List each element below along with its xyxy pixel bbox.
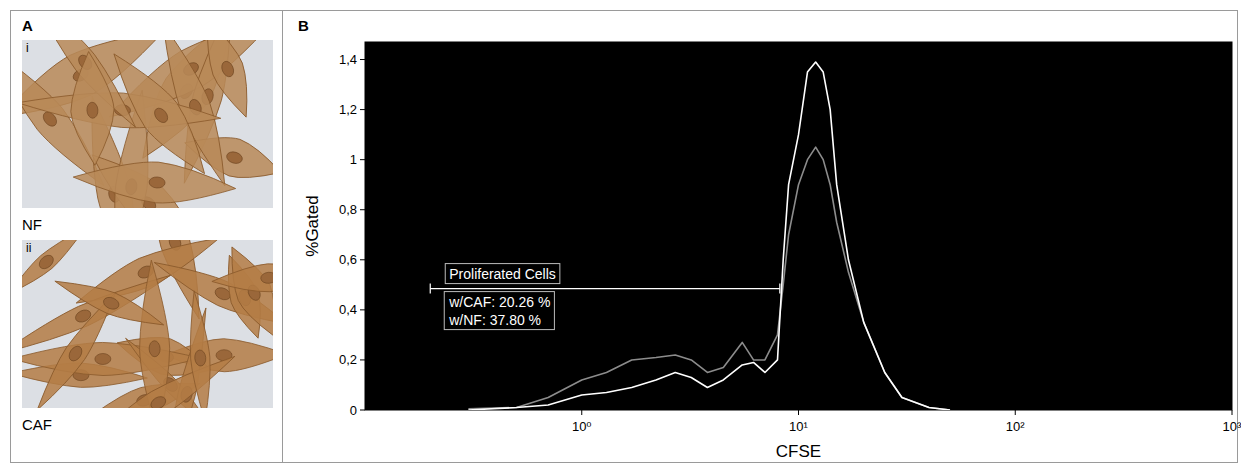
cell xyxy=(211,259,273,297)
cell-body xyxy=(67,50,118,166)
image-caption: CAF xyxy=(22,416,52,433)
cell-nucleus xyxy=(149,341,161,357)
y-tick xyxy=(360,159,365,160)
cell xyxy=(22,240,91,301)
gate: Proliferated Cells w/CAF: 20.26 % w/NF: 37… xyxy=(430,264,780,330)
cell xyxy=(67,50,118,166)
panel-divider xyxy=(282,10,283,463)
y-tick-label: 0,6 xyxy=(339,252,357,267)
micrograph xyxy=(22,240,273,408)
cell-body xyxy=(72,157,237,208)
image-caption: NF xyxy=(22,216,42,233)
y-tick-label: 1,4 xyxy=(339,52,357,67)
y-tick-label: 0,4 xyxy=(339,302,357,317)
x-tick-label: 10³ xyxy=(1223,419,1241,434)
cell xyxy=(185,290,216,408)
cell xyxy=(51,271,168,334)
y-tick xyxy=(360,259,365,260)
y-tick xyxy=(360,59,365,60)
gate-stat: w/NF: 37.80 % xyxy=(448,312,541,328)
x-tick xyxy=(1232,410,1233,415)
cell xyxy=(98,42,221,185)
y-tick xyxy=(360,309,365,310)
cell-body xyxy=(29,286,125,408)
cell-nucleus xyxy=(86,102,98,119)
cell-nucleus xyxy=(220,60,236,79)
y-tick-label: 1,2 xyxy=(339,102,357,117)
cell-body xyxy=(51,271,168,334)
x-tick-label: 10² xyxy=(1006,419,1025,434)
gate-end xyxy=(779,284,780,294)
y-tick-label: 1 xyxy=(350,152,357,167)
cell xyxy=(72,157,237,208)
cell-body xyxy=(211,259,273,297)
x-tick-label: 10⁰ xyxy=(572,419,592,434)
gate-end xyxy=(430,284,431,294)
x-tick xyxy=(798,410,799,415)
cell xyxy=(22,342,201,377)
cell-nucleus xyxy=(67,344,85,363)
figure: Ai NF ii CAF B 0 0,2 0,4 0,6 0,8 1 1,2 1,4 10⁰ 10¹ 10² 1… xyxy=(0,0,1241,466)
cell-nucleus xyxy=(149,394,168,408)
cell xyxy=(80,345,242,408)
panel-letter: A xyxy=(22,17,33,34)
gate-stat: w/CAF: 20.26 % xyxy=(448,294,550,310)
cell-nucleus xyxy=(152,106,170,125)
cell-nucleus xyxy=(260,272,273,284)
x-tick xyxy=(1015,410,1016,415)
cell-nucleus xyxy=(95,353,111,364)
gate-label: Proliferated Cells xyxy=(449,266,556,282)
cell-nucleus xyxy=(149,176,166,188)
cell xyxy=(29,286,125,408)
gate-line xyxy=(430,288,780,289)
cell-nucleus xyxy=(225,150,243,165)
gate-label-box xyxy=(445,264,560,284)
y-tick xyxy=(360,109,365,110)
histogram-line xyxy=(468,62,950,410)
y-tick xyxy=(360,359,365,360)
cell-nucleus xyxy=(102,295,121,311)
micrograph xyxy=(22,40,273,208)
x-tick xyxy=(581,410,582,415)
cell-body xyxy=(22,342,201,377)
y-tick-label: 0,8 xyxy=(339,202,357,217)
cell-body xyxy=(22,240,91,301)
cell-nucleus xyxy=(37,253,56,272)
y-tick-label: 0,2 xyxy=(339,352,357,367)
cell-body xyxy=(98,42,221,185)
image-label: i xyxy=(26,41,29,55)
cell-body xyxy=(80,345,242,408)
series-group xyxy=(468,62,950,410)
plot-area xyxy=(365,42,1232,410)
x-axis-title: CFSE xyxy=(776,442,821,461)
cell-nucleus xyxy=(194,350,206,367)
panel-letter: B xyxy=(298,17,309,34)
x-tick-label: 10¹ xyxy=(789,419,808,434)
y-tick xyxy=(360,410,365,411)
y-tick xyxy=(360,209,365,210)
cell-body xyxy=(185,290,216,408)
y-tick-label: 0 xyxy=(350,403,357,418)
image-label: ii xyxy=(26,241,31,255)
gate-stats-box xyxy=(444,292,554,330)
y-axis-title: %Gated xyxy=(303,195,322,256)
